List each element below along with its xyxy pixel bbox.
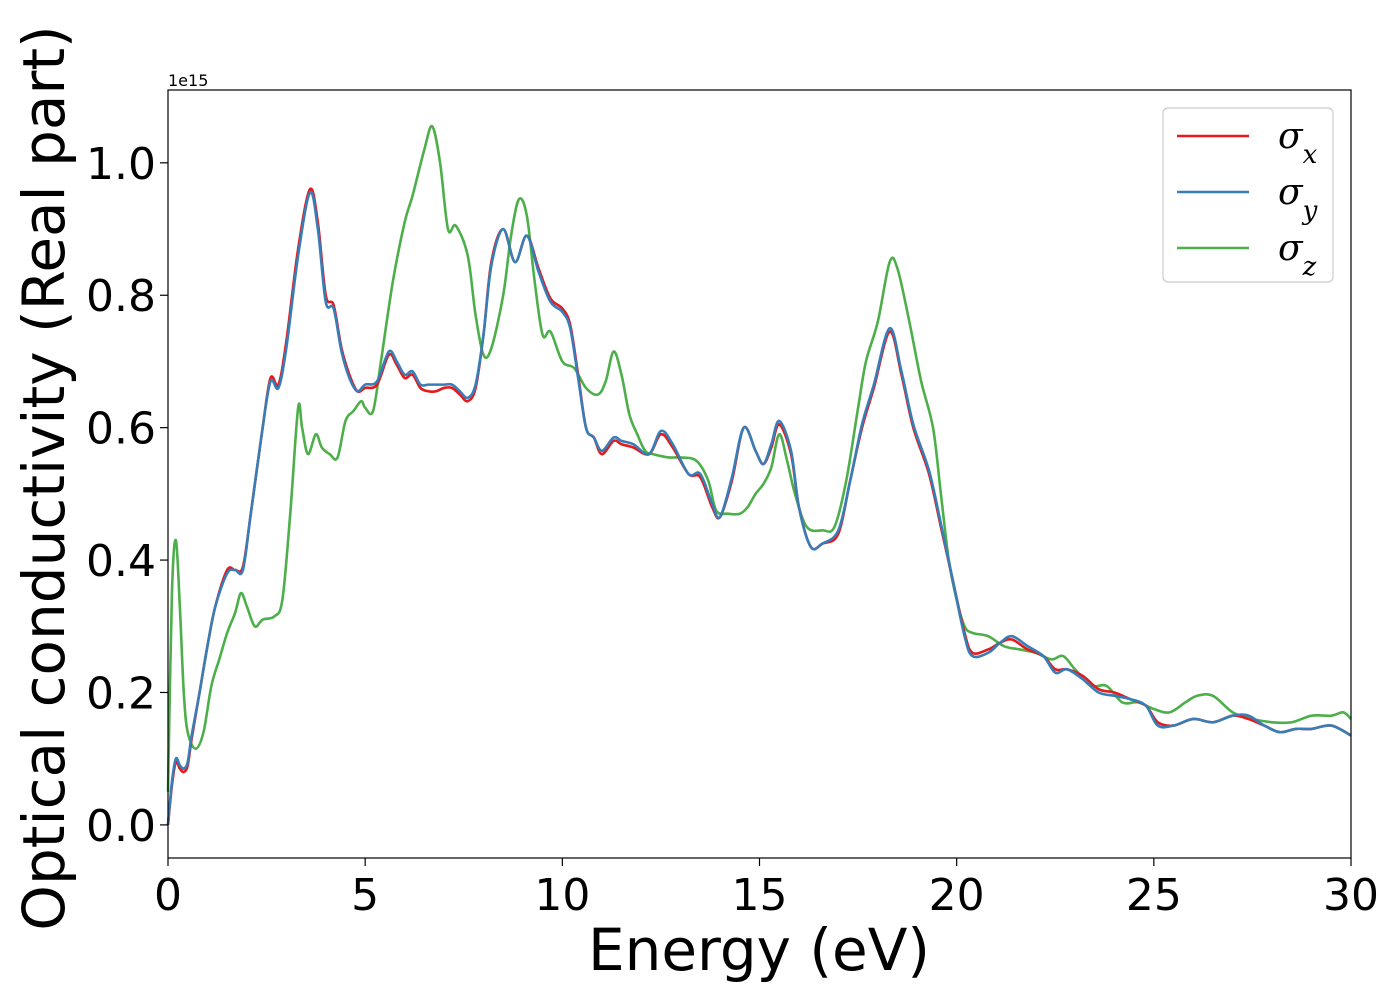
series-layer [166, 124, 1352, 826]
legend-frame [1162, 107, 1334, 283]
y-tick-label: 0.6 [86, 404, 156, 455]
x-tick-label: 30 [1323, 870, 1379, 921]
y-tick-label: 0.4 [86, 536, 156, 587]
x-tick-label: 5 [351, 870, 379, 921]
x-axis: 0 5 10 15 20 25 30 [154, 858, 1379, 921]
y-offset-label: 1e15 [168, 71, 208, 90]
x-tick-label: 10 [534, 870, 590, 921]
x-tick-label: 0 [154, 870, 182, 921]
x-tick-label: 15 [732, 870, 788, 921]
plot-area [168, 90, 1351, 858]
y-tick-label: 0.2 [86, 668, 156, 719]
y-axis: 0.0 0.2 0.4 0.6 0.8 1.0 [86, 139, 168, 852]
y-tick-label: 0.0 [86, 801, 156, 852]
x-tick-label: 20 [929, 870, 985, 921]
series-line-y [166, 190, 1352, 826]
y-axis-title: Optical conductivity (Real part) [10, 25, 78, 930]
y-tick-label: 0.8 [86, 271, 156, 322]
x-tick-label: 25 [1126, 870, 1182, 921]
y-tick-label: 1.0 [86, 139, 156, 190]
x-axis-title: Energy (eV) [588, 916, 930, 984]
